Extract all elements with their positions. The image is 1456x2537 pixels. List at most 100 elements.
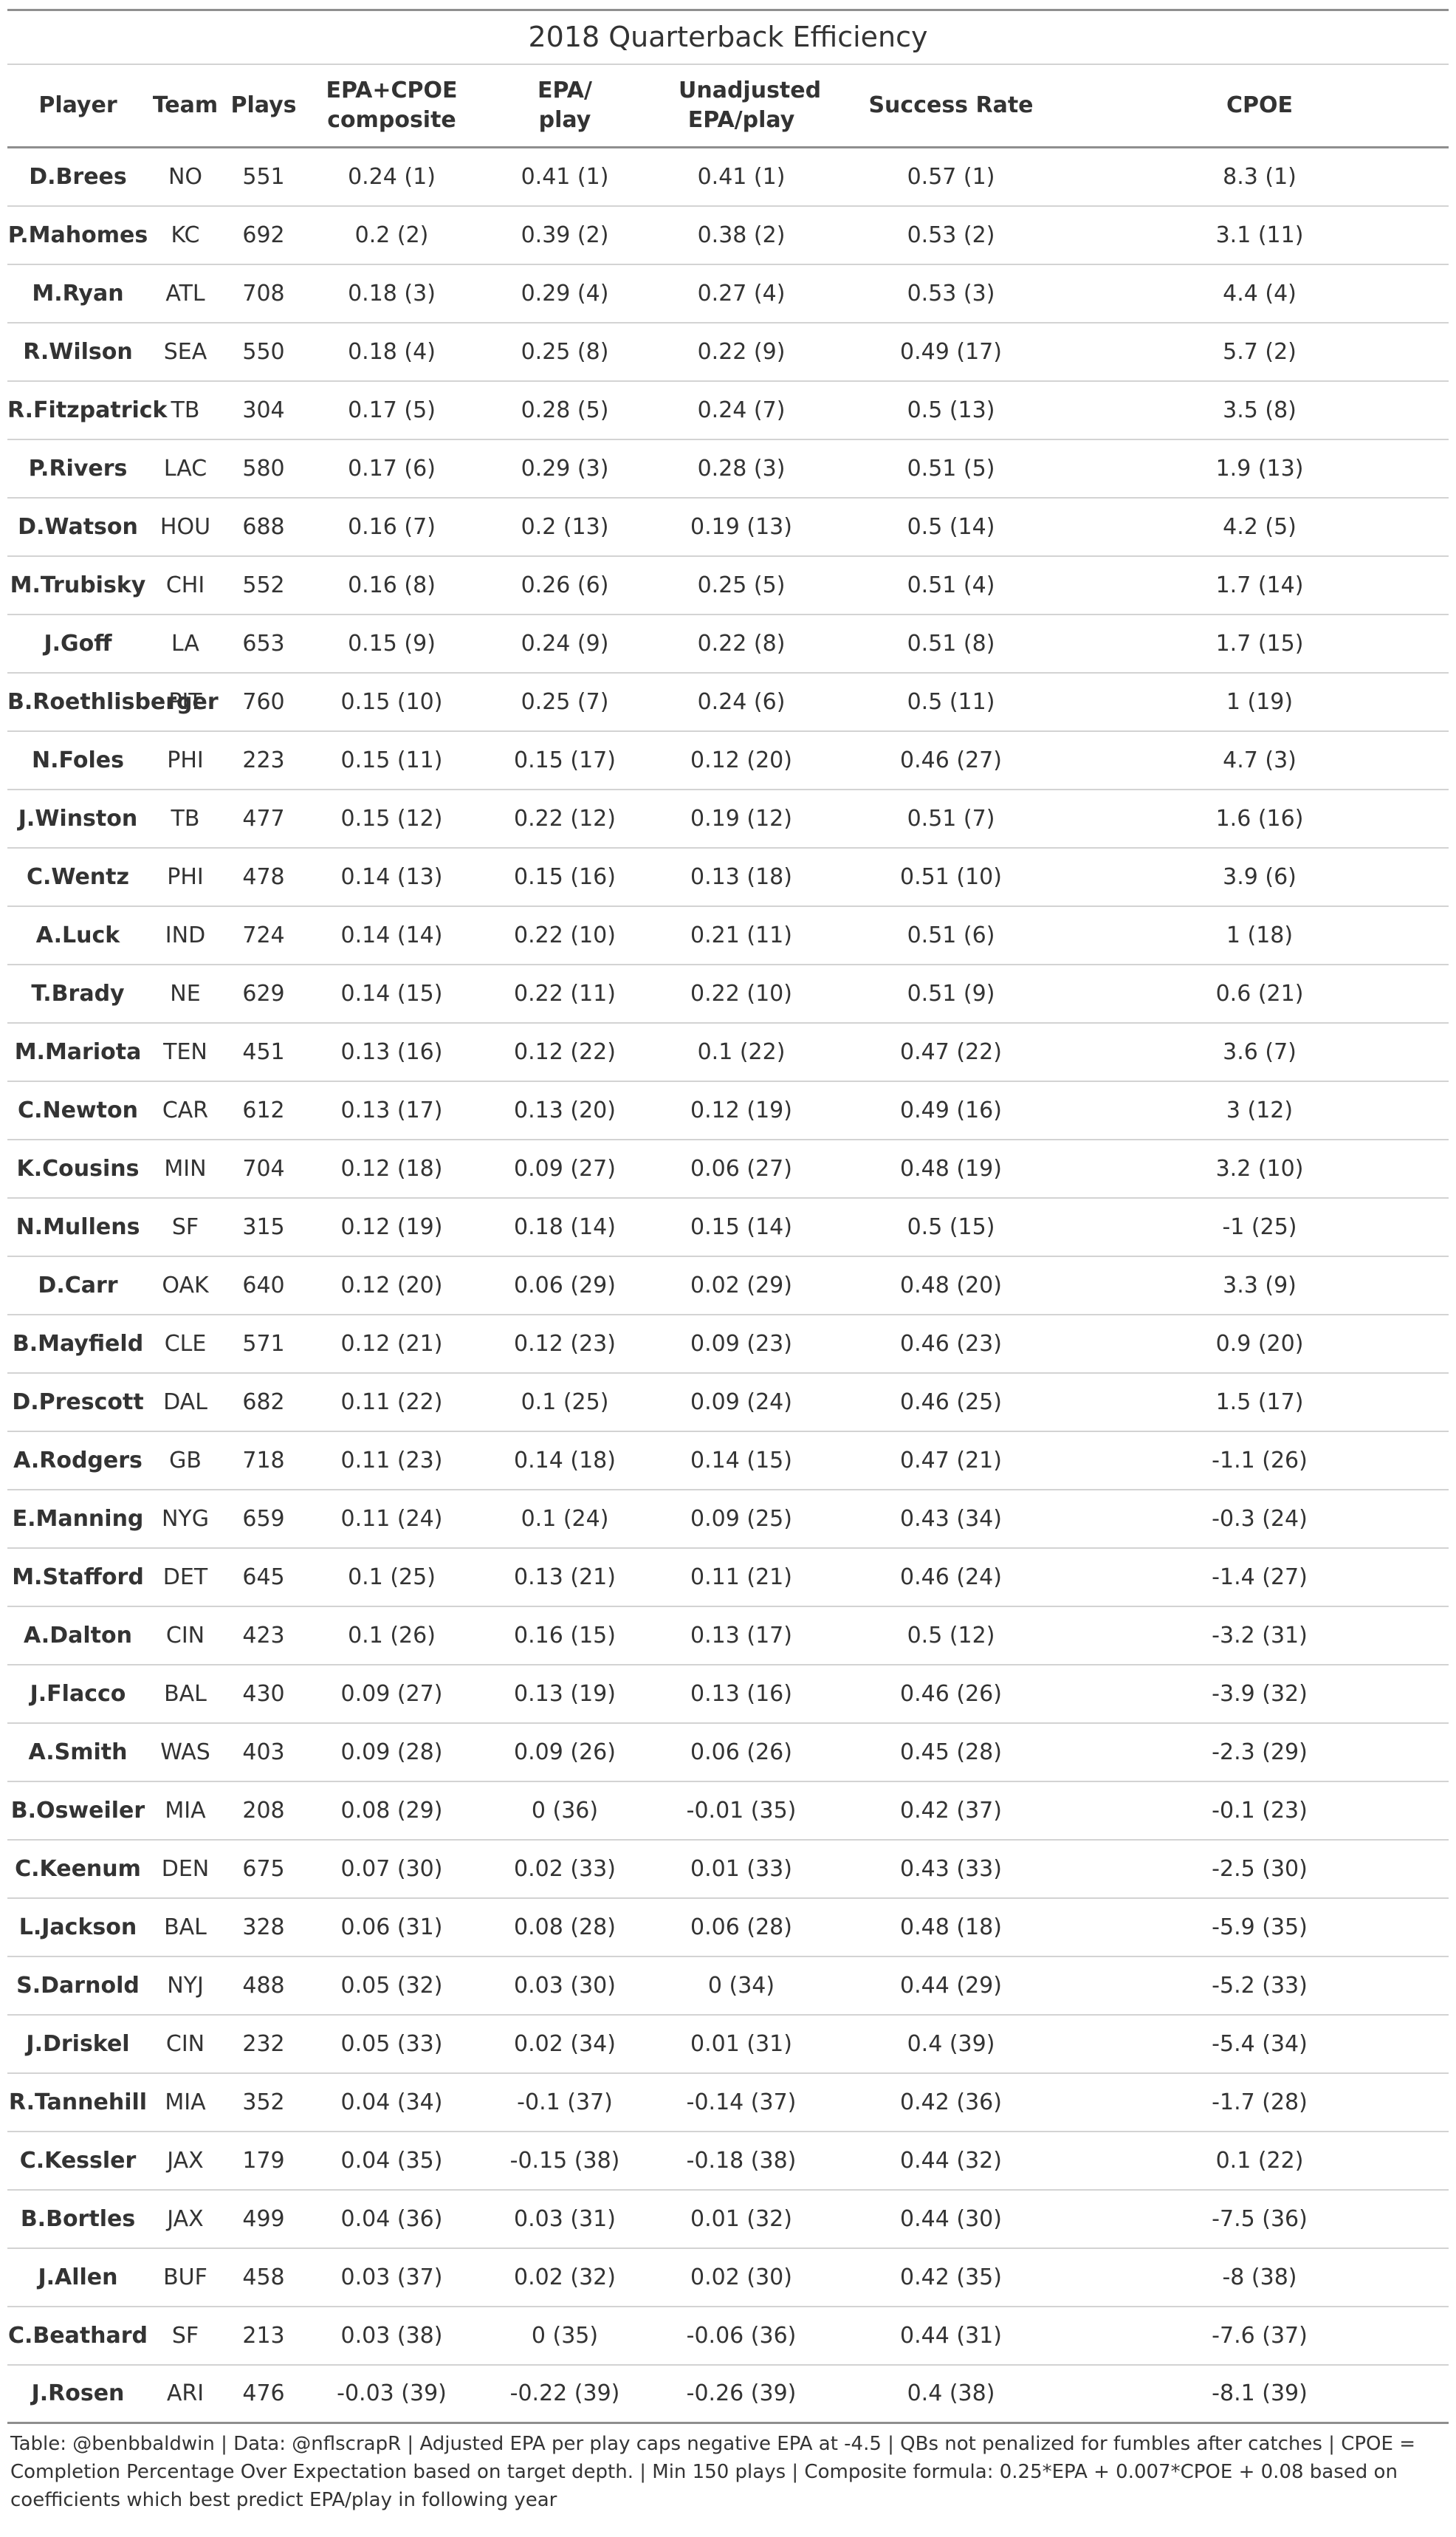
- cpoe-cell: 5.7 (2): [1223, 338, 1297, 365]
- unadjusted-epa-cell: 0.14 (15): [690, 1447, 792, 1473]
- success-rate-cell: 0.49 (16): [900, 1097, 1002, 1123]
- team-cell: KC: [171, 222, 200, 248]
- cpoe-cell: -8.1 (39): [1212, 2380, 1308, 2407]
- success-rate-cell: 0.42 (37): [900, 1797, 1002, 1824]
- composite-cell: 0.11 (24): [340, 1505, 443, 1532]
- player-cell: K.Cousins: [16, 1155, 140, 1182]
- success-rate-cell: 0.51 (9): [907, 980, 995, 1007]
- player-cell: J.Rosen: [31, 2380, 125, 2407]
- success-rate-cell: 0.53 (3): [907, 280, 995, 307]
- cpoe-cell: -7.6 (37): [1212, 2322, 1308, 2349]
- team-cell: TB: [171, 397, 200, 423]
- header-label: EPA/ play: [538, 78, 592, 133]
- team-cell: CAR: [162, 1097, 209, 1123]
- table-row: J.Allen BUF 458 0.03 (37) 0.02 (32) 0.02 (30)…: [7, 2247, 1449, 2307]
- composite-cell: -0.03 (39): [337, 2380, 447, 2407]
- composite-cell: 0.16 (8): [348, 572, 436, 598]
- composite-cell: 0.06 (31): [340, 1914, 443, 1940]
- table-row: B.Osweiler MIA 208 0.08 (29) 0 (36) -0.01 (35…: [7, 1781, 1449, 1840]
- cpoe-cell: 4.7 (3): [1223, 747, 1297, 773]
- unadjusted-epa-cell: 0.22 (8): [697, 630, 786, 657]
- table-row: D.Brees NO 551 0.24 (1) 0.41 (1) 0.41 (1) 0.57…: [7, 148, 1449, 206]
- team-cell: NO: [168, 163, 203, 190]
- team-cell: NYJ: [167, 1972, 204, 1999]
- player-cell: D.Watson: [18, 513, 138, 540]
- success-rate-cell: 0.48 (18): [900, 1914, 1002, 1940]
- player-cell: R.Wilson: [23, 338, 133, 365]
- composite-cell: 0.18 (3): [348, 280, 436, 307]
- cpoe-cell: 1.7 (15): [1215, 630, 1304, 657]
- player-cell: R.Tannehill: [8, 2089, 148, 2115]
- unadjusted-epa-cell: -0.26 (39): [686, 2380, 797, 2407]
- cpoe-cell: -3.2 (31): [1212, 1622, 1308, 1648]
- composite-cell: 0.09 (27): [340, 1680, 443, 1707]
- unadjusted-epa-cell: 0.06 (27): [690, 1155, 792, 1182]
- unadjusted-epa-cell: 0.22 (10): [690, 980, 792, 1007]
- cpoe-cell: 1.6 (16): [1215, 805, 1304, 832]
- composite-cell: 0.17 (6): [348, 455, 436, 482]
- unadjusted-epa-cell: 0.06 (26): [690, 1739, 792, 1765]
- header-label: Unadjusted EPA/play: [679, 78, 822, 133]
- player-cell: M.Ryan: [32, 280, 124, 307]
- epa-play-cell: 0.2 (13): [521, 513, 609, 540]
- player-cell: P.Mahomes: [7, 222, 148, 248]
- header-col-team: Team: [148, 65, 222, 148]
- plays-cell: 692: [242, 222, 285, 248]
- table-row: R.Tannehill MIA 352 0.04 (34) -0.1 (37) -0.14…: [7, 2072, 1449, 2132]
- player-cell: J.Allen: [38, 2264, 118, 2290]
- composite-cell: 0.11 (23): [340, 1447, 443, 1473]
- success-rate-cell: 0.44 (29): [900, 1972, 1002, 1999]
- table-row: L.Jackson BAL 328 0.06 (31) 0.08 (28) 0.06 (2…: [7, 1897, 1449, 1956]
- plays-cell: 328: [242, 1914, 285, 1940]
- success-rate-cell: 0.43 (34): [900, 1505, 1002, 1532]
- header-row: Player Team Plays EPA+CPOE composite EPA/ pl…: [7, 65, 1449, 148]
- epa-play-cell: 0.25 (7): [521, 688, 609, 715]
- player-cell: A.Dalton: [24, 1622, 132, 1648]
- plays-cell: 304: [242, 397, 285, 423]
- team-cell: TB: [171, 805, 200, 832]
- team-cell: SF: [171, 2322, 199, 2349]
- composite-cell: 0.13 (16): [340, 1038, 443, 1065]
- player-cell: C.Keenum: [15, 1855, 141, 1882]
- header-label: EPA+CPOE composite: [326, 78, 458, 133]
- cpoe-cell: 1 (18): [1226, 922, 1294, 948]
- epa-play-cell: 0.14 (18): [514, 1447, 616, 1473]
- plays-cell: 653: [242, 630, 285, 657]
- player-cell: C.Kessler: [19, 2147, 137, 2174]
- plays-cell: 451: [242, 1038, 285, 1065]
- team-cell: CHI: [165, 572, 205, 598]
- header-col-plays: Plays: [222, 65, 305, 148]
- epa-play-cell: -0.15 (38): [509, 2147, 620, 2174]
- team-cell: GB: [169, 1447, 202, 1473]
- team-cell: DET: [162, 1564, 208, 1590]
- team-cell: LAC: [163, 455, 207, 482]
- plays-cell: 704: [242, 1155, 285, 1182]
- composite-cell: 0.24 (1): [348, 163, 436, 190]
- unadjusted-epa-cell: 0.19 (12): [690, 805, 792, 832]
- success-rate-cell: 0.46 (23): [900, 1330, 1002, 1357]
- plays-cell: 213: [242, 2322, 285, 2349]
- epa-play-cell: 0.16 (15): [514, 1622, 616, 1648]
- cpoe-cell: 1.7 (14): [1215, 572, 1304, 598]
- cpoe-cell: 1.5 (17): [1215, 1389, 1304, 1415]
- composite-cell: 0.04 (35): [340, 2147, 443, 2174]
- cpoe-cell: 3.5 (8): [1223, 397, 1297, 423]
- player-cell: C.Beathard: [7, 2322, 148, 2349]
- epa-play-cell: 0.29 (3): [521, 455, 609, 482]
- cpoe-cell: 8.3 (1): [1223, 163, 1297, 190]
- footnote: Table: @benbbaldwin | Data: @nflscrapR |…: [10, 2433, 1415, 2511]
- team-cell: CIN: [165, 2030, 205, 2057]
- composite-cell: 0.15 (12): [340, 805, 443, 832]
- table-row: B.Bortles JAX 499 0.04 (36) 0.03 (31) 0.01 (3…: [7, 2189, 1449, 2248]
- table-row: R.Fitzpatrick TB 304 0.17 (5) 0.28 (5) 0.24 (…: [7, 380, 1449, 439]
- header-col-success-rate: Success Rate: [831, 65, 1071, 148]
- team-cell: ATL: [165, 280, 205, 307]
- player-cell: N.Mullens: [16, 1213, 140, 1240]
- success-rate-cell: 0.51 (5): [907, 455, 995, 482]
- plays-cell: 552: [242, 572, 285, 598]
- epa-play-cell: 0.22 (11): [514, 980, 616, 1007]
- plays-cell: 675: [242, 1855, 285, 1882]
- success-rate-cell: 0.51 (4): [907, 572, 995, 598]
- cpoe-cell: 1.9 (13): [1215, 455, 1304, 482]
